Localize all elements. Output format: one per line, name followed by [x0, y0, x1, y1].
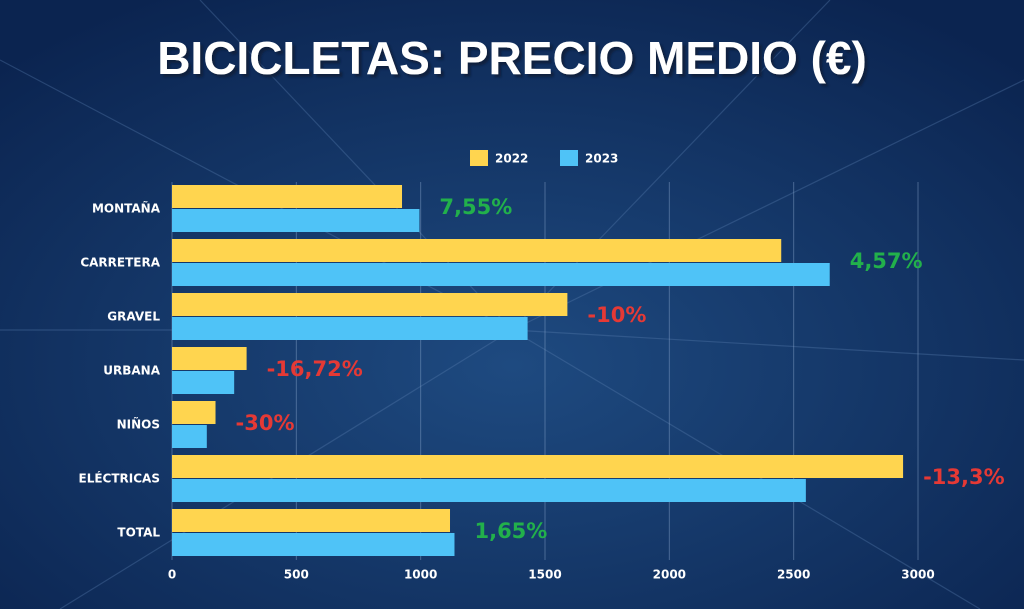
bar: [172, 209, 420, 232]
x-tick-label: 1000: [404, 568, 437, 582]
bar: [172, 401, 216, 424]
y-tick-label: ELÉCTRICAS: [79, 471, 160, 486]
bar: [172, 263, 830, 286]
annotation: 1,65%: [474, 519, 547, 543]
legend-swatch: [470, 150, 488, 166]
annotation: 4,57%: [850, 249, 923, 273]
bar: [172, 371, 235, 394]
x-tick-label: 2500: [777, 568, 810, 582]
y-tick-label: NIÑOS: [117, 417, 160, 432]
legend-label: 2022: [495, 152, 528, 166]
bar: [172, 509, 451, 532]
bar: [172, 533, 455, 556]
bar: [172, 425, 207, 448]
annotation: -13,3%: [923, 465, 1005, 489]
annotation: -16,72%: [267, 357, 363, 381]
bar: [172, 455, 904, 478]
chart-title: BICICLETAS: PRECIO MEDIO (€): [157, 32, 867, 84]
bar: [172, 347, 247, 370]
bar: [172, 317, 528, 340]
x-tick-label: 500: [284, 568, 309, 582]
annotation: -30%: [236, 411, 295, 435]
legend-swatch: [560, 150, 578, 166]
annotation: 7,55%: [439, 195, 512, 219]
y-tick-label: CARRETERA: [80, 256, 160, 270]
legend-label: 2023: [585, 152, 618, 166]
bar: [172, 479, 806, 502]
x-tick-label: 0: [168, 568, 176, 582]
y-tick-label: GRAVEL: [107, 310, 160, 324]
annotation: -10%: [587, 303, 646, 327]
y-tick-label: MONTAÑA: [92, 201, 161, 216]
x-tick-label: 2000: [653, 568, 686, 582]
bar: [172, 239, 782, 262]
x-tick-label: 3000: [901, 568, 934, 582]
bar: [172, 185, 403, 208]
x-tick-label: 1500: [528, 568, 561, 582]
y-tick-label: URBANA: [103, 364, 160, 378]
bar: [172, 293, 568, 316]
y-tick-label: TOTAL: [117, 526, 160, 540]
